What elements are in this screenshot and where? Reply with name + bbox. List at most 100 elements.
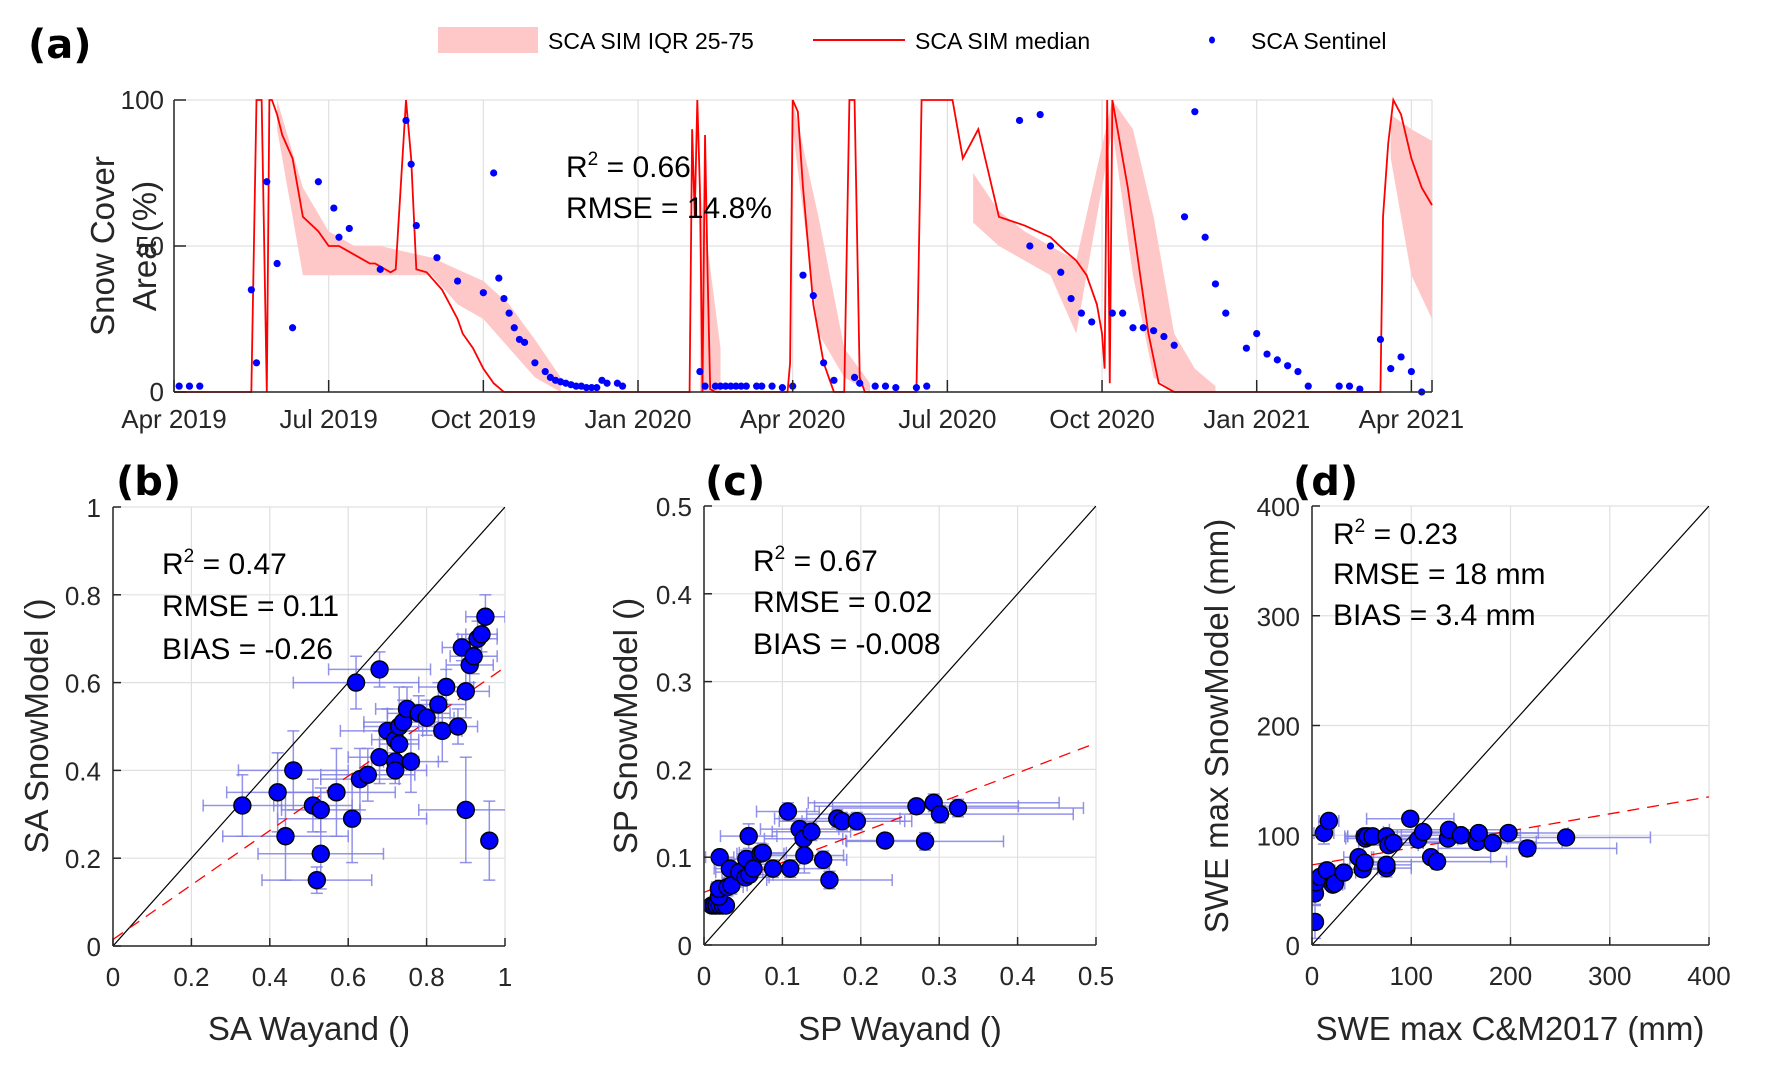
sentinel-point [1335,382,1343,390]
y-axis-label-b: SA SnowModel () [18,599,55,854]
scatter-point [429,695,448,714]
sentinel-point [196,382,204,390]
legend-sentinel-swatch [1209,36,1215,44]
r2-value: = 0.67 [785,545,878,578]
scatter-point [417,708,436,727]
sentinel-point [1036,111,1044,119]
scatter-point [1401,809,1420,828]
scatter-point [915,832,935,851]
sentinel-point [273,259,281,268]
y-tick-label: 0.2 [65,844,101,874]
y-tick-label: 0 [150,377,164,407]
x-tick-label: 200 [1489,961,1532,991]
iqr-band-segment [973,100,1216,392]
sentinel-point [1304,382,1312,390]
scatter-point [1556,828,1576,847]
sentinel-point [1067,294,1075,303]
sentinel-point [923,382,931,390]
sentinel-point [809,292,817,300]
y-tick-label: 0 [1286,931,1300,961]
scatter-plot-b: 00 0.2 0.2 0.4 0.4 0.6 0.6 0.8 0.8 1 1 [65,493,512,992]
sentinel-point [288,324,297,332]
x-tick-label: 0.2 [173,962,209,992]
x-tick-label: Jan 2021 [1203,404,1310,434]
y-tick-label: 0.4 [65,756,101,786]
bias-annotation-d: BIAS = 3.4 mm [1333,599,1536,632]
scatter-plot-c: 00 0.1 0.1 0.2 0.2 0.3 0.3 0.4 0.4 0.5 0.5 [656,492,1114,991]
x-tick-label: 0 [697,961,711,991]
x-tick-label: 0.1 [764,961,800,991]
sentinel-point [1294,367,1302,376]
sentinel-point [345,224,353,233]
sentinel-point [820,359,828,367]
rmse-annotation-d: RMSE = 18 mm [1333,558,1546,591]
sentinel-point [603,379,611,387]
plot-area [1312,506,1709,945]
sentinel-point [495,274,503,282]
x-axis-label-b: SA Wayand () [208,1010,410,1047]
r2-prefix: R [566,151,588,184]
sentinel-point [407,160,415,168]
sentinel-point [490,169,498,177]
legend-iqr-swatch [438,27,538,53]
r2-prefix: R [1333,518,1355,551]
scatter-point [1355,853,1374,872]
x-tick-label: 0.3 [921,961,957,991]
scatter-point [1334,863,1353,882]
sentinel-point [593,384,601,392]
sentinel-point [1026,242,1034,250]
sentinel-point [335,233,343,241]
y-tick-label: 0 [678,931,692,961]
x-tick-label: Jan 2020 [585,404,692,434]
sentinel-point [1180,213,1189,221]
stats-annotation-b: R2 = 0.47 RMSE = 0.11 BIAS = -0.26 [162,546,339,666]
sentinel-point [1356,385,1364,393]
sentinel-point [1170,341,1178,349]
sentinel-point [737,382,745,390]
sentinel-point [1108,309,1116,317]
y-tick-label: 0.4 [656,580,692,610]
y-axis-label-c: SP SnowModel () [607,598,644,854]
regression-fit-line [704,742,1096,893]
y-tick-label: 0.5 [656,492,692,522]
sentinel-point [732,382,740,390]
panel-label-c: (c) [705,459,765,505]
x-tick-label: 0.4 [1000,961,1036,991]
x-tick-label: 0.6 [330,962,366,992]
sentinel-point [1119,309,1127,317]
sentinel-point [871,382,879,390]
sentinel-point [742,382,750,390]
legend-median-label: SCA SIM median [915,28,1090,54]
sentinel-point [758,382,766,390]
scatter-point [342,809,362,828]
scatter-point [437,677,456,697]
scatter-point [389,734,409,754]
scatter-point [480,831,499,850]
sentinel-point [588,384,596,392]
r2-superscript: 2 [184,546,195,567]
scatter-point [930,804,950,824]
legend-iqr-label: SCA SIM IQR 25-75 [548,28,754,54]
scatter-point [813,850,833,870]
rmse-annotation-c: RMSE = 0.02 [753,586,932,619]
scatter-point [1469,823,1488,843]
x-axis-label-d: SWE max C&M2017 (mm) [1316,1010,1705,1047]
scatter-point [276,827,295,846]
scatter-point [802,822,821,841]
legend-sentinel-label: SCA Sentinel [1251,28,1387,54]
y-tick-label: 0.1 [656,843,692,873]
scatter-point [1384,833,1403,853]
y-tick-label: 400 [1257,492,1300,522]
stats-annotation-c: R2 = 0.67 RMSE = 0.02 BIAS = -0.008 [753,543,941,661]
sentinel-point [716,382,725,390]
r2-value: = 0.47 [194,548,287,581]
scatter-point [358,765,377,784]
sentinel-point [412,221,420,230]
sentinel-point [1211,280,1220,288]
sentinel-point [510,324,518,332]
panel-a: (a) SCA SIM IQR 25-75 SCA SIM median SCA… [28,22,1464,434]
sentinel-point [433,254,441,262]
scatter-point [1377,855,1396,875]
sentinel-point [1129,324,1137,332]
y-tick-label: 200 [1257,712,1300,742]
